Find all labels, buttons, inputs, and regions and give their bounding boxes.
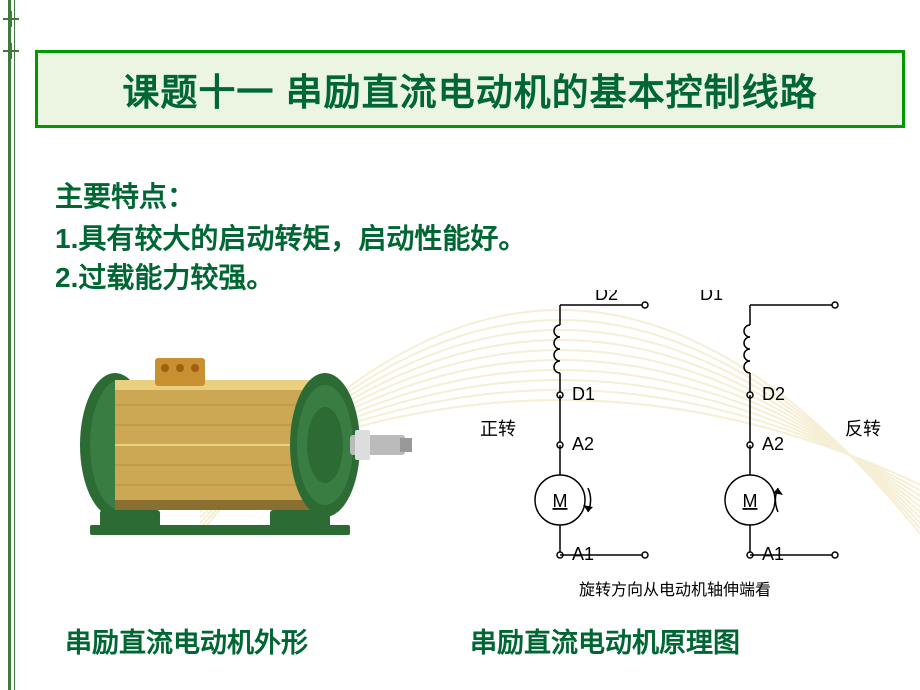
terminal-a2-left: A2 bbox=[572, 434, 594, 454]
title-box: 课题十一 串励直流电动机的基本控制线路 bbox=[35, 50, 905, 128]
terminal-a1-left: A1 bbox=[572, 544, 594, 564]
motor-symbol-left: M bbox=[553, 491, 568, 511]
feature-item-1: 1.具有较大的启动转矩，启动性能好。 bbox=[55, 219, 526, 258]
terminal-d2-right: D2 bbox=[762, 384, 785, 404]
terminal-a2-right: A2 bbox=[762, 434, 784, 454]
reverse-label: 反转 bbox=[845, 419, 881, 439]
circuit-note: 旋转方向从电动机轴伸端看 bbox=[579, 581, 771, 599]
page-title: 课题十一 串励直流电动机的基本控制线路 bbox=[122, 62, 817, 116]
left-border-decoration bbox=[0, 0, 20, 690]
motor-image bbox=[60, 330, 430, 560]
terminal-d2-left: D2 bbox=[595, 290, 618, 304]
terminal-d1-left: D1 bbox=[572, 384, 595, 404]
circuit-diagram: D2 D1 A2 M A1 正转 bbox=[450, 290, 900, 620]
features-section: 主要特点： 1.具有较大的启动转矩，启动性能好。 2.过载能力较强。 bbox=[55, 175, 526, 297]
motor-symbol-right: M bbox=[743, 491, 758, 511]
terminal-a1-right: A1 bbox=[762, 544, 784, 564]
caption-motor-image: 串励直流电动机外形 bbox=[65, 621, 308, 660]
caption-circuit-diagram: 串励直流电动机原理图 bbox=[470, 621, 740, 660]
forward-label: 正转 bbox=[480, 419, 516, 439]
terminal-d1-right: D1 bbox=[700, 290, 723, 304]
features-heading: 主要特点： bbox=[55, 175, 526, 215]
